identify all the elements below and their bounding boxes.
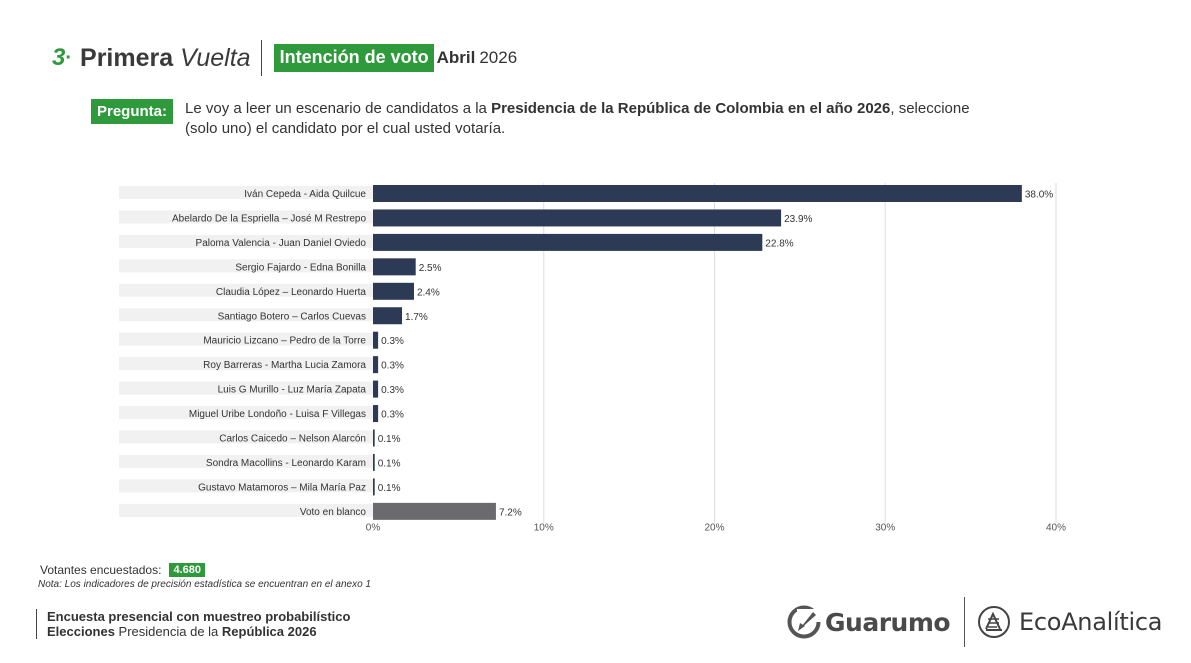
category-label-band xyxy=(119,430,373,444)
header-year: 2026 xyxy=(479,48,518,67)
category-label-band xyxy=(119,503,373,517)
category-label-band xyxy=(119,210,373,224)
bar xyxy=(373,478,375,496)
footer-line1: Encuesta presencial con muestreo probabi… xyxy=(47,609,350,624)
category-label-band xyxy=(119,406,373,420)
data-label: 23.9% xyxy=(784,214,812,225)
category-label: Paloma Valencia - Juan Daniel Oviedo xyxy=(196,238,367,249)
survey-footer: Encuesta presencial con muestreo probabi… xyxy=(36,609,350,639)
category-label: Gustavo Matamoros – Mila María Paz xyxy=(198,482,366,493)
question-text: Le voy a leer un escenario de candidatos… xyxy=(185,99,985,139)
x-tick-label: 10% xyxy=(534,522,554,533)
data-label: 0.3% xyxy=(381,385,404,396)
category-label-band xyxy=(119,283,373,297)
footer-line2: Elecciones Presidencia de la República 2… xyxy=(47,624,350,639)
question-text-bold: Presidencia de la República de Colombia … xyxy=(491,100,891,117)
page-header: 3 · Primera Vuelta Intención de voto Abr… xyxy=(52,40,517,76)
topic-badge: Intención de voto xyxy=(273,44,434,72)
bar xyxy=(373,209,782,227)
data-label: 0.3% xyxy=(381,410,404,421)
precision-note: Nota: Los indicadores de precisión estad… xyxy=(38,579,371,590)
category-label-band xyxy=(119,308,373,322)
header-divider xyxy=(260,40,262,76)
guarumo-logo-text: Guarumo xyxy=(825,607,951,637)
category-label: Santiago Botero – Carlos Cuevas xyxy=(218,311,366,322)
bar xyxy=(373,282,414,300)
guarumo-leaf-icon xyxy=(787,605,821,639)
category-label: Carlos Caicedo – Nelson Alarcón xyxy=(219,434,366,445)
bar xyxy=(373,331,379,349)
data-label: 7.2% xyxy=(499,507,522,518)
bar xyxy=(373,380,379,398)
ecoanalitica-logo: EcoAnalítica xyxy=(977,605,1162,639)
ecoanalitica-emblem-icon xyxy=(978,606,1011,638)
logo-divider xyxy=(964,597,966,647)
category-label-band xyxy=(119,332,373,346)
x-tick-label: 20% xyxy=(704,522,724,533)
x-tick-label: 30% xyxy=(875,522,895,533)
question-block: Pregunta: Le voy a leer un escenario de … xyxy=(91,99,985,139)
category-label-band xyxy=(119,259,373,273)
question-text-part2: , seleccione (solo uno) el candidato por… xyxy=(185,100,970,137)
data-label: 1.7% xyxy=(405,312,428,323)
section-dot: · xyxy=(65,46,73,69)
category-label: Abelardo De la Espriella – José M Restre… xyxy=(172,213,366,224)
bar xyxy=(373,258,416,276)
title-italic: Vuelta xyxy=(180,43,251,72)
title-bold: Primera xyxy=(80,43,174,72)
category-label: Roy Barreras - Martha Lucia Zamora xyxy=(203,360,366,371)
category-label: Miguel Uribe Londoño - Luisa F Villegas xyxy=(189,409,366,420)
bar xyxy=(373,405,379,423)
footer-line2-bold1: Elecciones xyxy=(47,624,115,639)
bar xyxy=(373,307,403,325)
category-label: Luis G Murillo - Luz María Zapata xyxy=(218,385,367,396)
data-label: 38.0% xyxy=(1025,190,1053,201)
respondents-label: Votantes encuestados: xyxy=(40,563,162,577)
data-label: 0.3% xyxy=(381,336,404,347)
bar xyxy=(373,233,763,251)
partner-logos: Guarumo EcoAnalítica xyxy=(787,597,1162,647)
data-label: 2.5% xyxy=(419,263,442,274)
category-label: Sergio Fajardo - Edna Bonilla xyxy=(235,262,366,273)
category-label: Iván Cepeda - Aida Quilcue xyxy=(244,189,366,200)
section-number: 3 xyxy=(52,44,66,71)
bar xyxy=(373,453,375,471)
footer-line2-normal: Presidencia de la xyxy=(114,624,222,639)
data-label: 0.3% xyxy=(381,361,404,372)
category-label-band xyxy=(119,186,373,199)
guarumo-logo: Guarumo xyxy=(787,605,951,639)
x-tick-label: 40% xyxy=(1046,522,1066,533)
respondents-line: Votantes encuestados: 4.680 xyxy=(40,563,205,577)
x-tick-label: 0% xyxy=(366,522,381,533)
category-label-band xyxy=(119,357,373,371)
bar xyxy=(373,356,379,374)
category-label-band xyxy=(119,454,373,468)
category-label-band xyxy=(119,381,373,395)
ecoanalitica-logo-text: EcoAnalítica xyxy=(1019,608,1163,636)
category-label: Mauricio Lizcano – Pedro de la Torre xyxy=(203,336,366,347)
category-label-band xyxy=(119,234,373,248)
question-badge: Pregunta: xyxy=(91,99,174,124)
data-label: 0.1% xyxy=(378,434,401,445)
footer-line2-bold2: República 2026 xyxy=(221,624,317,639)
header-month: Abril xyxy=(436,48,476,67)
category-label: Claudia López – Leonardo Huerta xyxy=(216,287,367,298)
data-label: 22.8% xyxy=(765,238,793,249)
respondents-count-badge: 4.680 xyxy=(169,563,205,577)
question-text-part1: Le voy a leer un escenario de candidatos… xyxy=(185,100,492,117)
category-label: Voto en blanco xyxy=(300,507,367,518)
data-label: 2.4% xyxy=(417,287,440,298)
data-label: 0.1% xyxy=(378,458,401,469)
bar xyxy=(373,185,1022,202)
footer-line1-text: Encuesta presencial con muestreo probabi… xyxy=(47,609,351,624)
category-label-band xyxy=(119,479,373,493)
category-label: Sondra Macollins - Leonardo Karam xyxy=(206,458,366,469)
bar xyxy=(373,502,496,520)
bar xyxy=(373,429,375,447)
data-label: 0.1% xyxy=(378,483,401,494)
